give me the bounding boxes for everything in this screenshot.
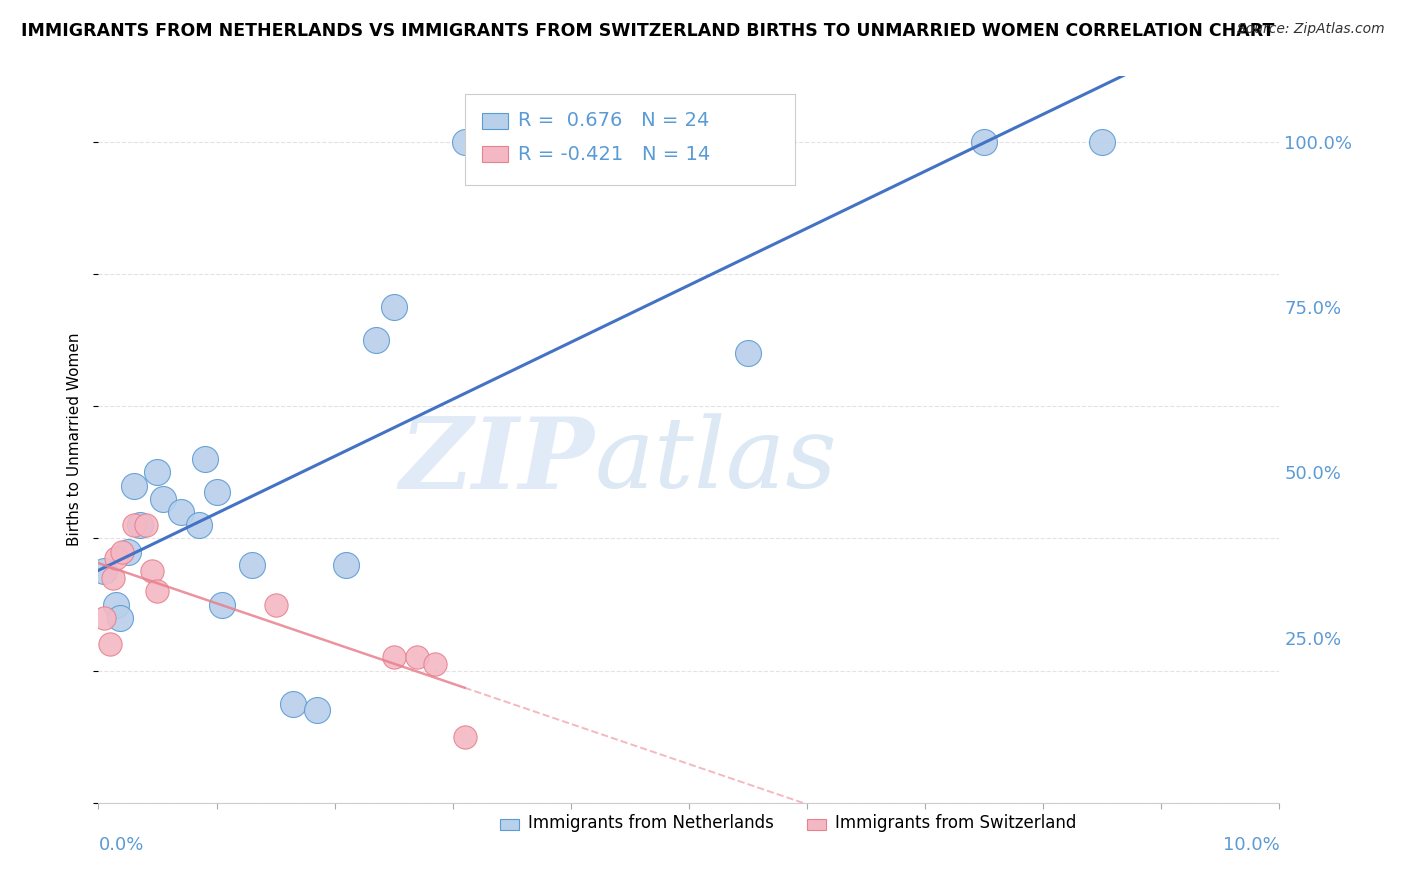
Bar bbox=[482, 146, 508, 162]
Point bbox=[111, 544, 134, 558]
Point bbox=[423, 657, 446, 671]
Point bbox=[152, 491, 174, 506]
Point bbox=[122, 518, 145, 533]
Point bbox=[1091, 135, 1114, 149]
Point bbox=[737, 346, 759, 360]
Point bbox=[93, 565, 115, 579]
Text: ZIP: ZIP bbox=[399, 413, 595, 509]
Text: Source: ZipAtlas.com: Source: ZipAtlas.com bbox=[1237, 22, 1385, 37]
Point bbox=[135, 518, 157, 533]
Point bbox=[108, 611, 131, 625]
Point bbox=[453, 730, 475, 744]
Y-axis label: Births to Unmarried Women: Births to Unmarried Women bbox=[67, 333, 83, 546]
Point bbox=[264, 598, 287, 612]
Bar bbox=[482, 113, 508, 128]
Text: Immigrants from Netherlands: Immigrants from Netherlands bbox=[529, 814, 775, 832]
Point bbox=[128, 518, 150, 533]
FancyBboxPatch shape bbox=[464, 94, 796, 185]
Point bbox=[283, 697, 305, 711]
Point bbox=[382, 650, 405, 665]
Point bbox=[146, 584, 169, 599]
Point bbox=[141, 565, 163, 579]
Point bbox=[101, 571, 124, 585]
Point bbox=[194, 452, 217, 467]
Point bbox=[105, 551, 128, 566]
Point bbox=[973, 135, 995, 149]
Point bbox=[170, 505, 193, 519]
Text: 0.0%: 0.0% bbox=[98, 836, 143, 854]
Point bbox=[117, 544, 139, 558]
Point bbox=[240, 558, 263, 572]
Point bbox=[305, 703, 328, 717]
Text: R =  0.676   N = 24: R = 0.676 N = 24 bbox=[517, 112, 709, 130]
Text: 10.0%: 10.0% bbox=[1223, 836, 1279, 854]
Point bbox=[205, 485, 228, 500]
Bar bbox=[501, 819, 519, 830]
Point bbox=[364, 333, 387, 347]
Point bbox=[105, 598, 128, 612]
Point bbox=[211, 598, 233, 612]
Text: atlas: atlas bbox=[595, 414, 837, 508]
Point bbox=[98, 637, 121, 651]
Bar bbox=[807, 819, 825, 830]
Point bbox=[453, 135, 475, 149]
Text: Immigrants from Switzerland: Immigrants from Switzerland bbox=[835, 814, 1077, 832]
Point bbox=[489, 135, 512, 149]
Point bbox=[187, 518, 209, 533]
Point bbox=[146, 466, 169, 480]
Text: R = -0.421   N = 14: R = -0.421 N = 14 bbox=[517, 145, 710, 164]
Point bbox=[335, 558, 357, 572]
Point bbox=[406, 650, 429, 665]
Point bbox=[382, 300, 405, 314]
Text: IMMIGRANTS FROM NETHERLANDS VS IMMIGRANTS FROM SWITZERLAND BIRTHS TO UNMARRIED W: IMMIGRANTS FROM NETHERLANDS VS IMMIGRANT… bbox=[21, 22, 1274, 40]
Point bbox=[93, 611, 115, 625]
Point bbox=[122, 478, 145, 492]
